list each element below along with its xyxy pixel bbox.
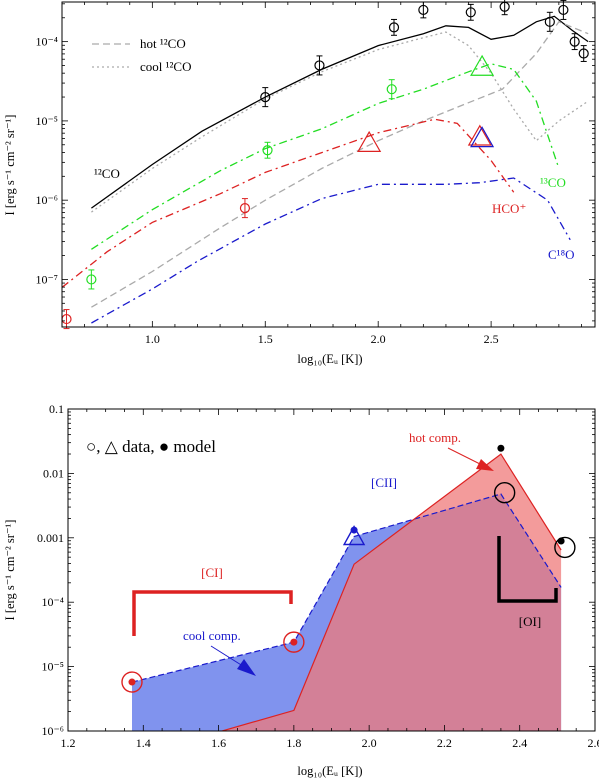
bottom-x-axis-label: log₁₀(Eᵤ [K]) — [297, 764, 362, 778]
bottom-y-tick-label: 10⁻⁶ — [41, 724, 64, 738]
top-data-point-triangle — [467, 124, 492, 146]
panel-top: 1.0 1.5 2.0 2.5 10⁻⁷ 10⁻⁶ 10⁻⁵ 10⁻⁴ hot ¹²CO co… — [3, 0, 596, 366]
label-c18o: C¹⁸O — [548, 247, 575, 262]
bottom-data-point-triangle — [342, 525, 366, 546]
top-x-tick-label: 1.5 — [258, 332, 273, 346]
bottom-legend-text: ○, △ data, ● model — [86, 437, 216, 456]
bottom-y-axis-label: I [erg s⁻¹ cm⁻² sr⁻¹] — [3, 520, 17, 621]
top-data-point-circle — [314, 60, 325, 71]
top-data-point-circle — [544, 16, 555, 27]
bottom-y-tick-label: 0.001 — [37, 531, 64, 545]
hot-comp-label: hot comp. — [409, 430, 461, 445]
bottom-model-point — [290, 638, 298, 646]
bottom-ticks-layer: 1.2 1.4 1.6 1.8 2.0 2.2 2.4 2.6 10⁻⁶ 10⁻⁵ 10⁻⁴ 0.00… — [37, 402, 599, 750]
legend-hot-co-label: hot ¹²CO — [140, 36, 186, 51]
label-hco: HCO⁺ — [492, 201, 526, 216]
bottom-model-point — [497, 444, 505, 452]
bottom-x-tick-label: 2.0 — [362, 736, 377, 750]
top-x-tick-label: 1.0 — [145, 332, 160, 346]
bottom-x-tick-label: 1.6 — [211, 736, 226, 750]
bottom-y-tick-label: 10⁻⁵ — [41, 660, 64, 674]
top-data-point-circle — [569, 36, 580, 47]
top-y-axis-label: I [erg s⁻¹ cm⁻² sr⁻¹] — [3, 115, 17, 216]
legend-cool-co-label: cool ¹²CO — [140, 59, 192, 74]
ci-bracket — [132, 590, 293, 636]
bottom-x-tick-label: 2.2 — [437, 736, 452, 750]
top-data-point-triangle — [357, 130, 382, 152]
bottom-points-layer — [121, 444, 576, 693]
top-y-tick-label: 10⁻⁵ — [35, 114, 58, 128]
bottom-area-edge-1 — [219, 453, 562, 731]
bottom-area-clip-group — [131, 453, 562, 731]
top-series-line-3 — [91, 63, 560, 250]
top-y-tick-label: 10⁻⁶ — [35, 193, 58, 207]
bottom-x-tick-label: 1.2 — [61, 736, 76, 750]
bottom-y-tick-label: 10⁻⁴ — [41, 595, 64, 609]
bottom-model-point — [128, 678, 136, 686]
bottom-x-tick-label: 2.4 — [512, 736, 527, 750]
bottom-y-tick-label: 0.1 — [49, 402, 64, 416]
bottom-model-point — [350, 526, 358, 534]
bottom-x-tick-label: 2.6 — [588, 736, 599, 750]
top-x-tick-label: 2.5 — [484, 332, 499, 346]
top-series-line-2 — [91, 31, 589, 213]
top-ticks-layer: 1.0 1.5 2.0 2.5 10⁻⁷ 10⁻⁶ 10⁻⁵ 10⁻⁴ — [35, 2, 595, 346]
cool-comp-label: cool comp. — [183, 628, 241, 643]
cii-label: [CII] — [371, 475, 397, 490]
top-x-axis-label: log₁₀(Eᵤ [K]) — [297, 352, 362, 366]
top-data-point-circle — [386, 84, 397, 95]
top-series-line-0 — [91, 15, 589, 209]
label-12co: ¹²CO — [94, 166, 120, 181]
top-series-layer — [61, 15, 589, 324]
bottom-data-point-circle — [554, 536, 576, 559]
top-y-tick-label: 10⁻⁷ — [35, 272, 58, 286]
bottom-data-point-circle — [283, 631, 305, 653]
top-data-point-circle — [578, 48, 589, 59]
top-data-point-circle — [262, 145, 273, 156]
oi-bracket — [497, 536, 558, 603]
top-data-point-circle — [388, 22, 400, 33]
top-series-line-4 — [61, 118, 515, 288]
top-data-point-circle — [558, 4, 569, 16]
top-data-point-circle — [418, 4, 429, 16]
panel-bottom: 1.2 1.4 1.6 1.8 2.0 2.2 2.4 2.6 10⁻⁶ 10⁻⁵ 10⁻⁴ 0.00… — [3, 402, 599, 778]
top-data-point-triangle — [470, 126, 495, 148]
top-data-point-circle — [465, 7, 476, 18]
oi-label: [OI] — [519, 614, 541, 629]
top-y-tick-label: 10⁻⁴ — [35, 35, 58, 49]
top-data-point-circle — [260, 92, 271, 103]
bottom-area-layer — [131, 453, 562, 731]
bottom-data-point-circle — [121, 671, 143, 693]
top-series-line-5 — [91, 177, 571, 324]
top-x-tick-label: 2.0 — [371, 332, 386, 346]
bottom-data-point-circle — [493, 482, 516, 504]
ci-label: [CI] — [201, 565, 223, 580]
bottom-y-tick-label: 0.01 — [43, 466, 64, 480]
top-data-point-circle — [86, 274, 97, 285]
bottom-x-tick-label: 1.8 — [286, 736, 301, 750]
bottom-area-fill-1 — [222, 454, 562, 731]
cool-comp-arrowhead — [237, 659, 256, 676]
label-13co: ¹³CO — [540, 175, 566, 190]
cool-comp-arrow-line — [210, 645, 247, 669]
hot-comp-arrow-line — [447, 447, 485, 467]
bottom-x-tick-label: 1.4 — [136, 736, 151, 750]
hot-comp-arrowhead — [476, 459, 494, 471]
bottom-model-point — [557, 537, 565, 545]
top-series-line-1 — [91, 21, 589, 308]
top-data-point-circle — [239, 202, 251, 214]
top-plot-frame — [61, 1, 596, 328]
bottom-area-edge-0 — [131, 493, 562, 683]
top-data-point-triangle — [470, 54, 495, 76]
